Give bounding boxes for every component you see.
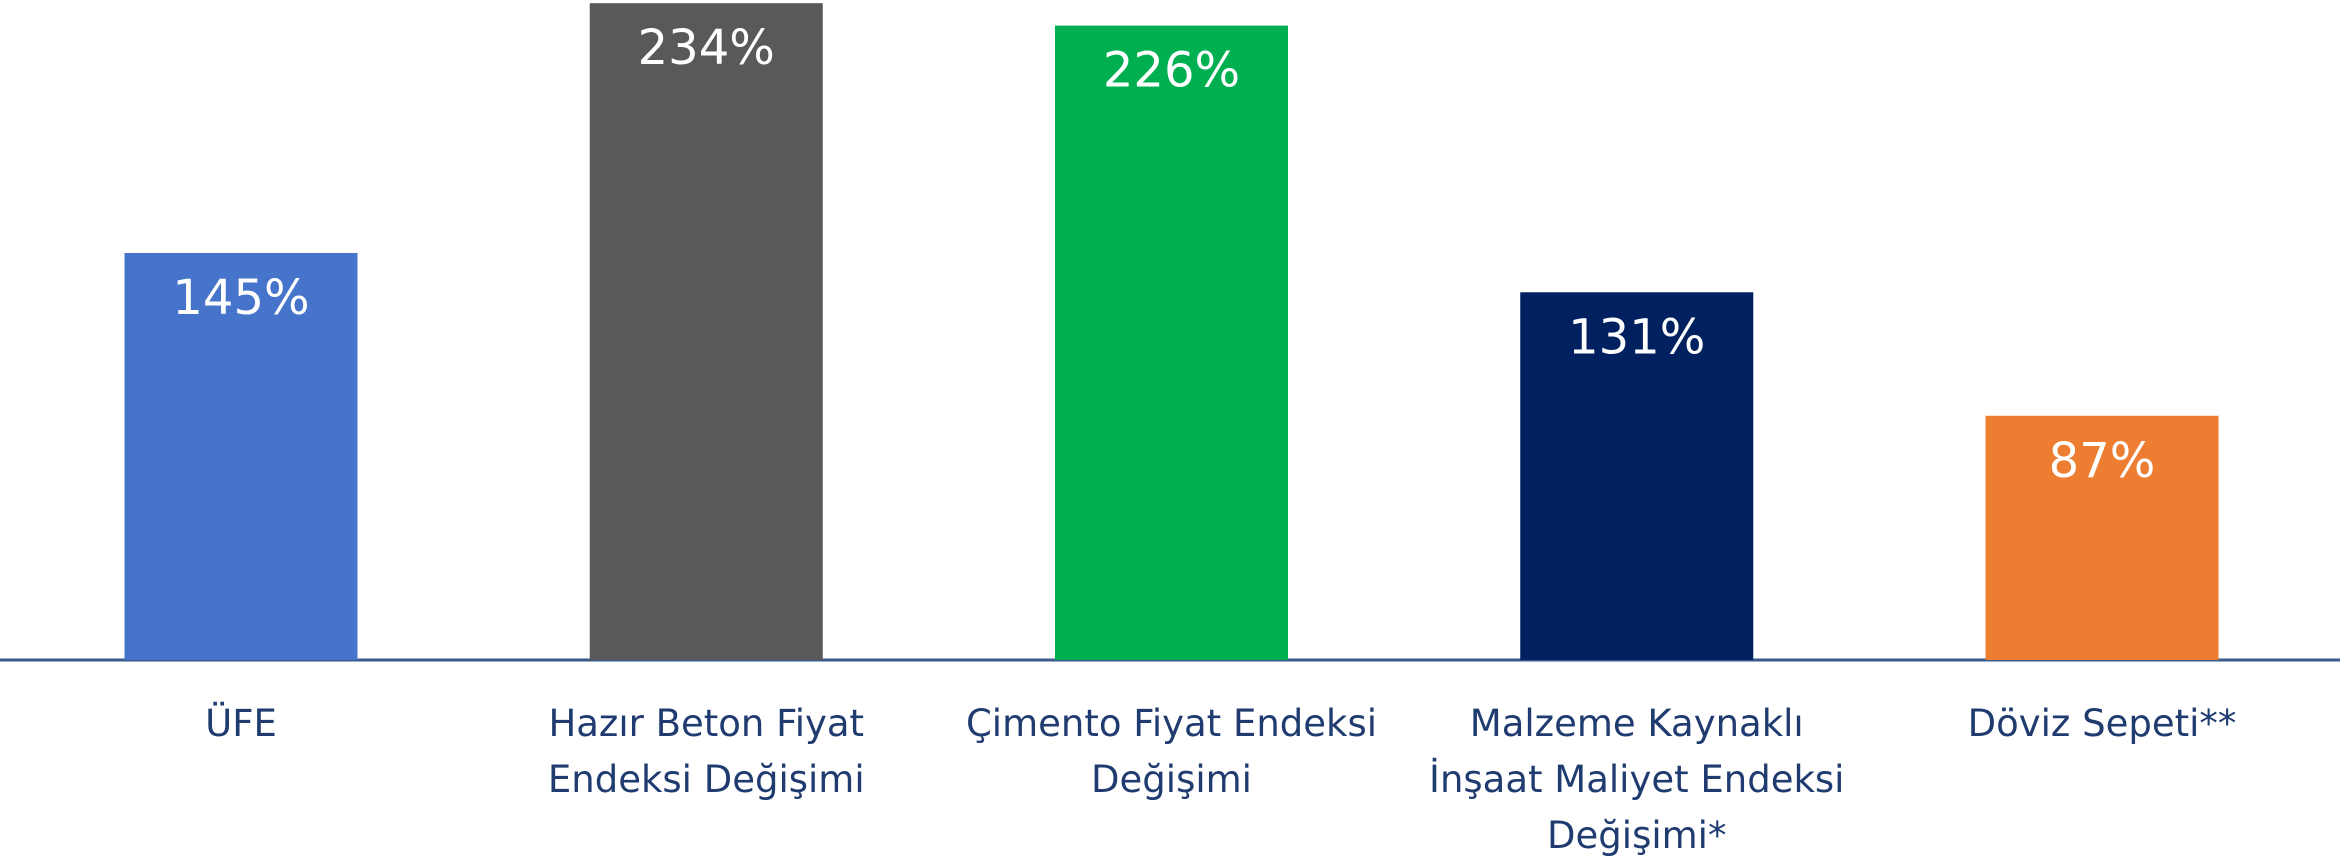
bar (1055, 25, 1288, 661)
category-label: ÜFE (205, 702, 277, 745)
bar (1520, 292, 1754, 660)
bar (1985, 415, 2219, 660)
value-label: 145% (172, 270, 309, 326)
category-label: Malzeme Kaynaklı İnşaat Maliyet Endeksi … (1429, 702, 1845, 857)
bar (589, 3, 823, 661)
value-label: 87% (2049, 433, 2156, 489)
category-label: Hazır Beton Fiyat Endeksi Değişimi (547, 702, 865, 801)
value-label: 234% (638, 20, 775, 76)
bar (124, 252, 358, 661)
value-label: 226% (1103, 43, 1240, 99)
category-label: Döviz Sepeti** (1967, 702, 2237, 745)
category-label: Çimento Fiyat Endeksi Değişimi (965, 702, 1378, 801)
value-label: 131% (1568, 309, 1705, 365)
